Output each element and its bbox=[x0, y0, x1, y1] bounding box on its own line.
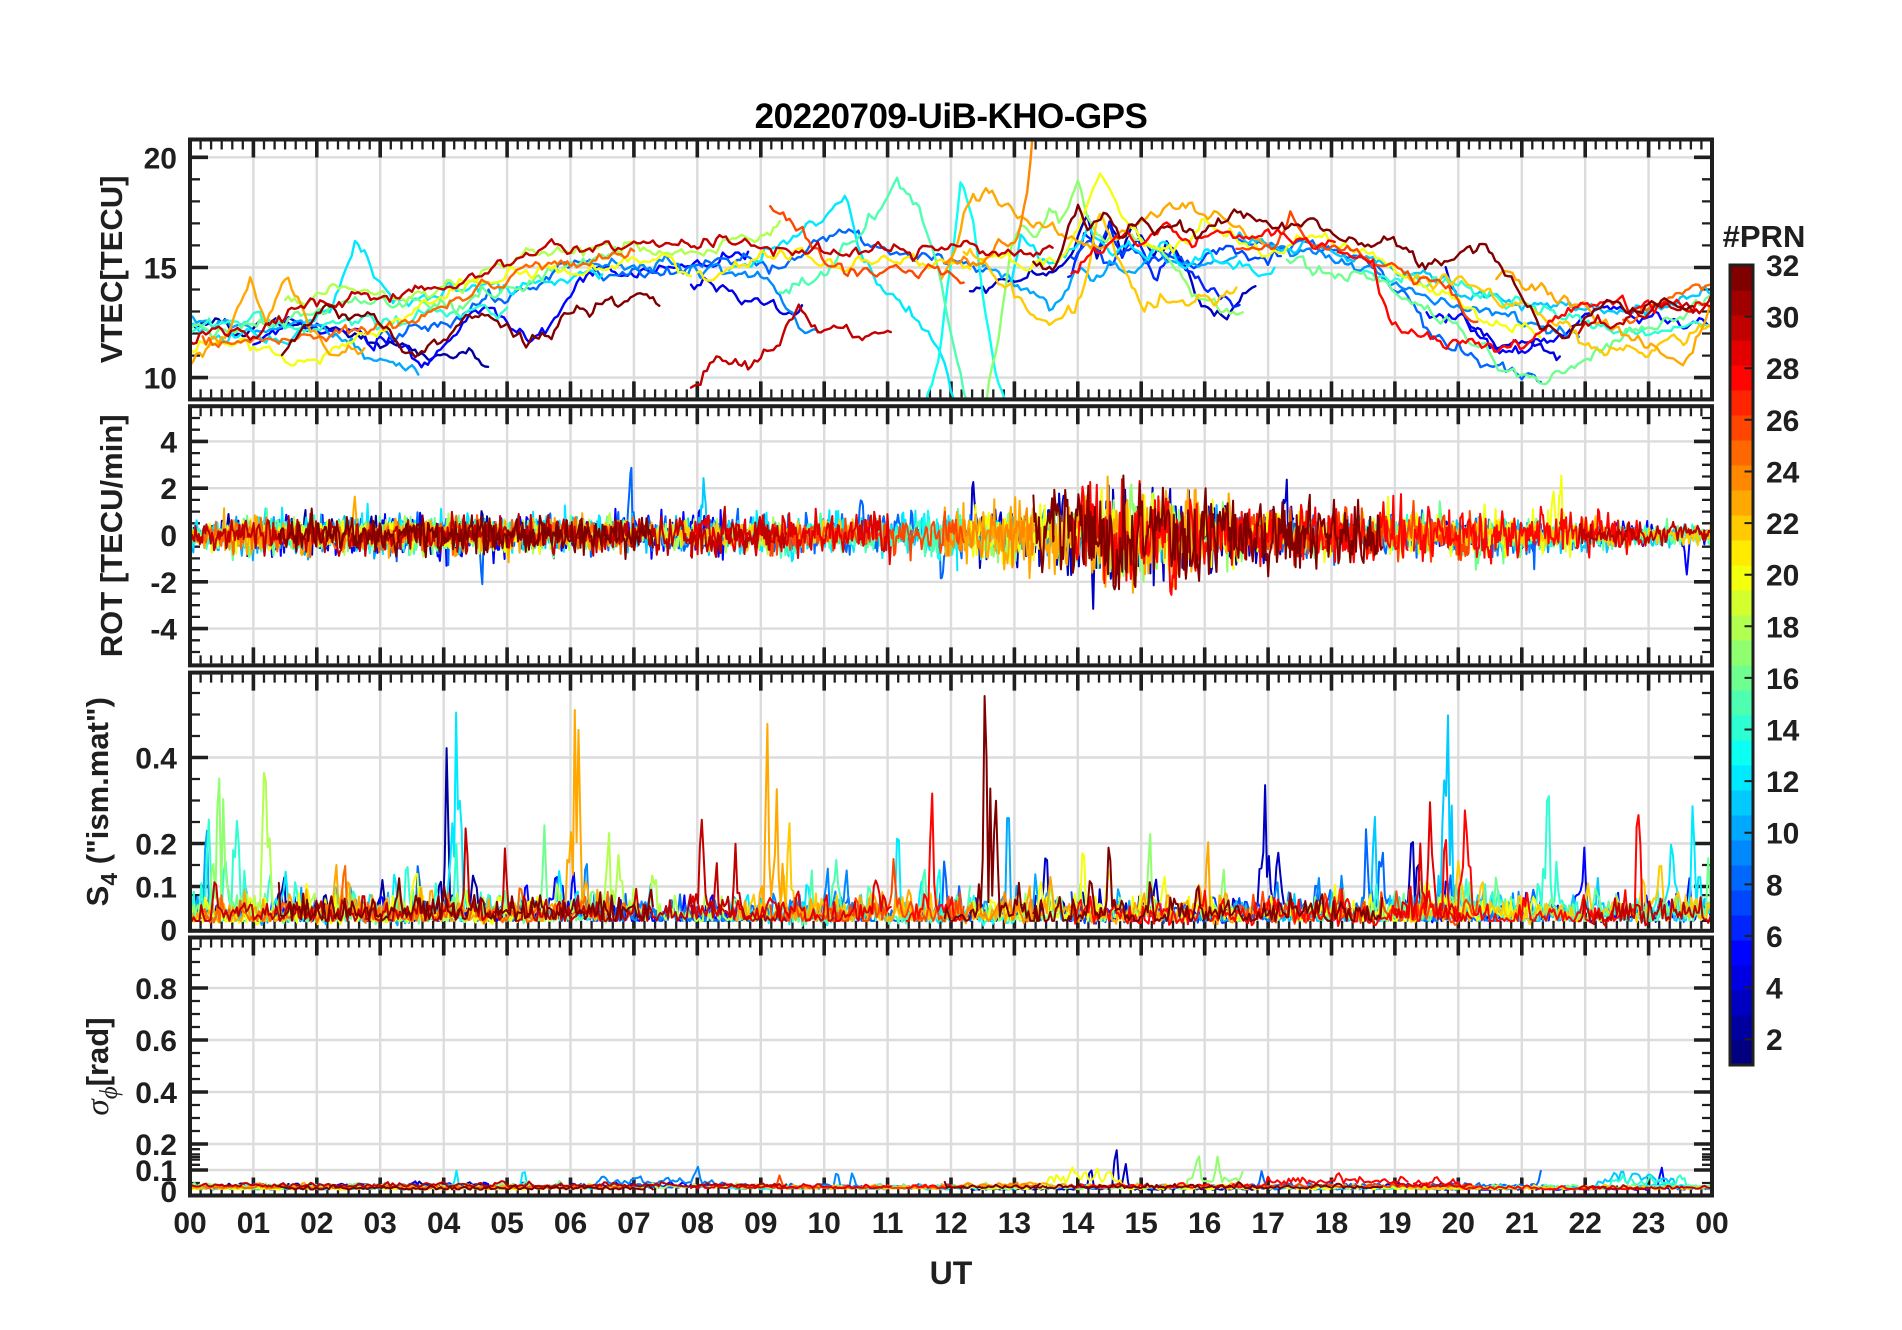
svg-text:0.4: 0.4 bbox=[135, 1077, 177, 1110]
svg-text:6: 6 bbox=[1766, 921, 1783, 954]
svg-text:32: 32 bbox=[1766, 250, 1799, 283]
svg-text:09: 09 bbox=[744, 1207, 777, 1240]
svg-text:18: 18 bbox=[1766, 611, 1799, 644]
svg-text:13: 13 bbox=[998, 1207, 1031, 1240]
svg-text:4: 4 bbox=[160, 426, 177, 459]
svg-text:12: 12 bbox=[1766, 766, 1799, 799]
svg-text:17: 17 bbox=[1251, 1207, 1284, 1240]
svg-text:15: 15 bbox=[1125, 1207, 1158, 1240]
svg-text:16: 16 bbox=[1766, 663, 1799, 696]
svg-text:28: 28 bbox=[1766, 353, 1799, 386]
svg-text:2: 2 bbox=[1766, 1024, 1783, 1057]
svg-text:0.1: 0.1 bbox=[135, 1155, 177, 1188]
svg-text:0.4: 0.4 bbox=[135, 743, 177, 776]
svg-text:VTEC[TECU]: VTEC[TECU] bbox=[94, 176, 129, 364]
svg-text:16: 16 bbox=[1188, 1207, 1221, 1240]
svg-text:2: 2 bbox=[160, 473, 177, 506]
svg-text:24: 24 bbox=[1766, 457, 1800, 490]
svg-text:01: 01 bbox=[237, 1207, 270, 1240]
svg-text:00: 00 bbox=[173, 1207, 206, 1240]
svg-text:-2: -2 bbox=[150, 567, 177, 600]
svg-text:05: 05 bbox=[490, 1207, 523, 1240]
svg-text:#PRN: #PRN bbox=[1723, 219, 1806, 254]
svg-text:10: 10 bbox=[1766, 818, 1799, 851]
svg-text:22: 22 bbox=[1569, 1207, 1602, 1240]
svg-text:00: 00 bbox=[1695, 1207, 1728, 1240]
svg-text:0: 0 bbox=[160, 520, 177, 553]
svg-text:0.2: 0.2 bbox=[135, 829, 177, 862]
svg-text:0: 0 bbox=[160, 915, 177, 948]
svg-text:07: 07 bbox=[617, 1207, 650, 1240]
svg-text:18: 18 bbox=[1315, 1207, 1348, 1240]
svg-text:20: 20 bbox=[1442, 1207, 1475, 1240]
svg-text:30: 30 bbox=[1766, 302, 1799, 335]
svg-text:03: 03 bbox=[364, 1207, 397, 1240]
svg-text:0.1: 0.1 bbox=[135, 872, 177, 905]
svg-text:14: 14 bbox=[1766, 715, 1800, 748]
svg-text:ROT [TECU/min]: ROT [TECU/min] bbox=[94, 414, 129, 657]
svg-text:23: 23 bbox=[1632, 1207, 1665, 1240]
svg-text:8: 8 bbox=[1766, 869, 1783, 902]
svg-text:σϕ[rad]: σϕ[rad] bbox=[80, 1017, 123, 1115]
svg-text:21: 21 bbox=[1505, 1207, 1538, 1240]
svg-text:08: 08 bbox=[681, 1207, 714, 1240]
svg-text:15: 15 bbox=[144, 253, 177, 286]
svg-text:-4: -4 bbox=[150, 614, 177, 647]
svg-text:12: 12 bbox=[934, 1207, 967, 1240]
svg-text:22: 22 bbox=[1766, 508, 1799, 541]
svg-text:0: 0 bbox=[160, 1176, 177, 1209]
svg-text:10: 10 bbox=[144, 363, 177, 396]
svg-text:06: 06 bbox=[554, 1207, 587, 1240]
svg-text:04: 04 bbox=[427, 1207, 461, 1240]
svg-text:0.2: 0.2 bbox=[135, 1129, 177, 1162]
svg-text:10: 10 bbox=[808, 1207, 841, 1240]
svg-text:0.6: 0.6 bbox=[135, 1025, 177, 1058]
svg-text:19: 19 bbox=[1378, 1207, 1411, 1240]
svg-text:UT: UT bbox=[930, 1255, 973, 1291]
svg-text:14: 14 bbox=[1061, 1207, 1095, 1240]
svg-text:20: 20 bbox=[1766, 560, 1799, 593]
svg-text:26: 26 bbox=[1766, 405, 1799, 438]
svg-text:20220709-UiB-KHO-GPS: 20220709-UiB-KHO-GPS bbox=[755, 97, 1148, 136]
svg-text:0.8: 0.8 bbox=[135, 973, 177, 1006]
svg-text:02: 02 bbox=[300, 1207, 333, 1240]
svg-text:20: 20 bbox=[144, 142, 177, 175]
svg-text:11: 11 bbox=[872, 1207, 904, 1240]
svg-text:4: 4 bbox=[1766, 973, 1783, 1006]
